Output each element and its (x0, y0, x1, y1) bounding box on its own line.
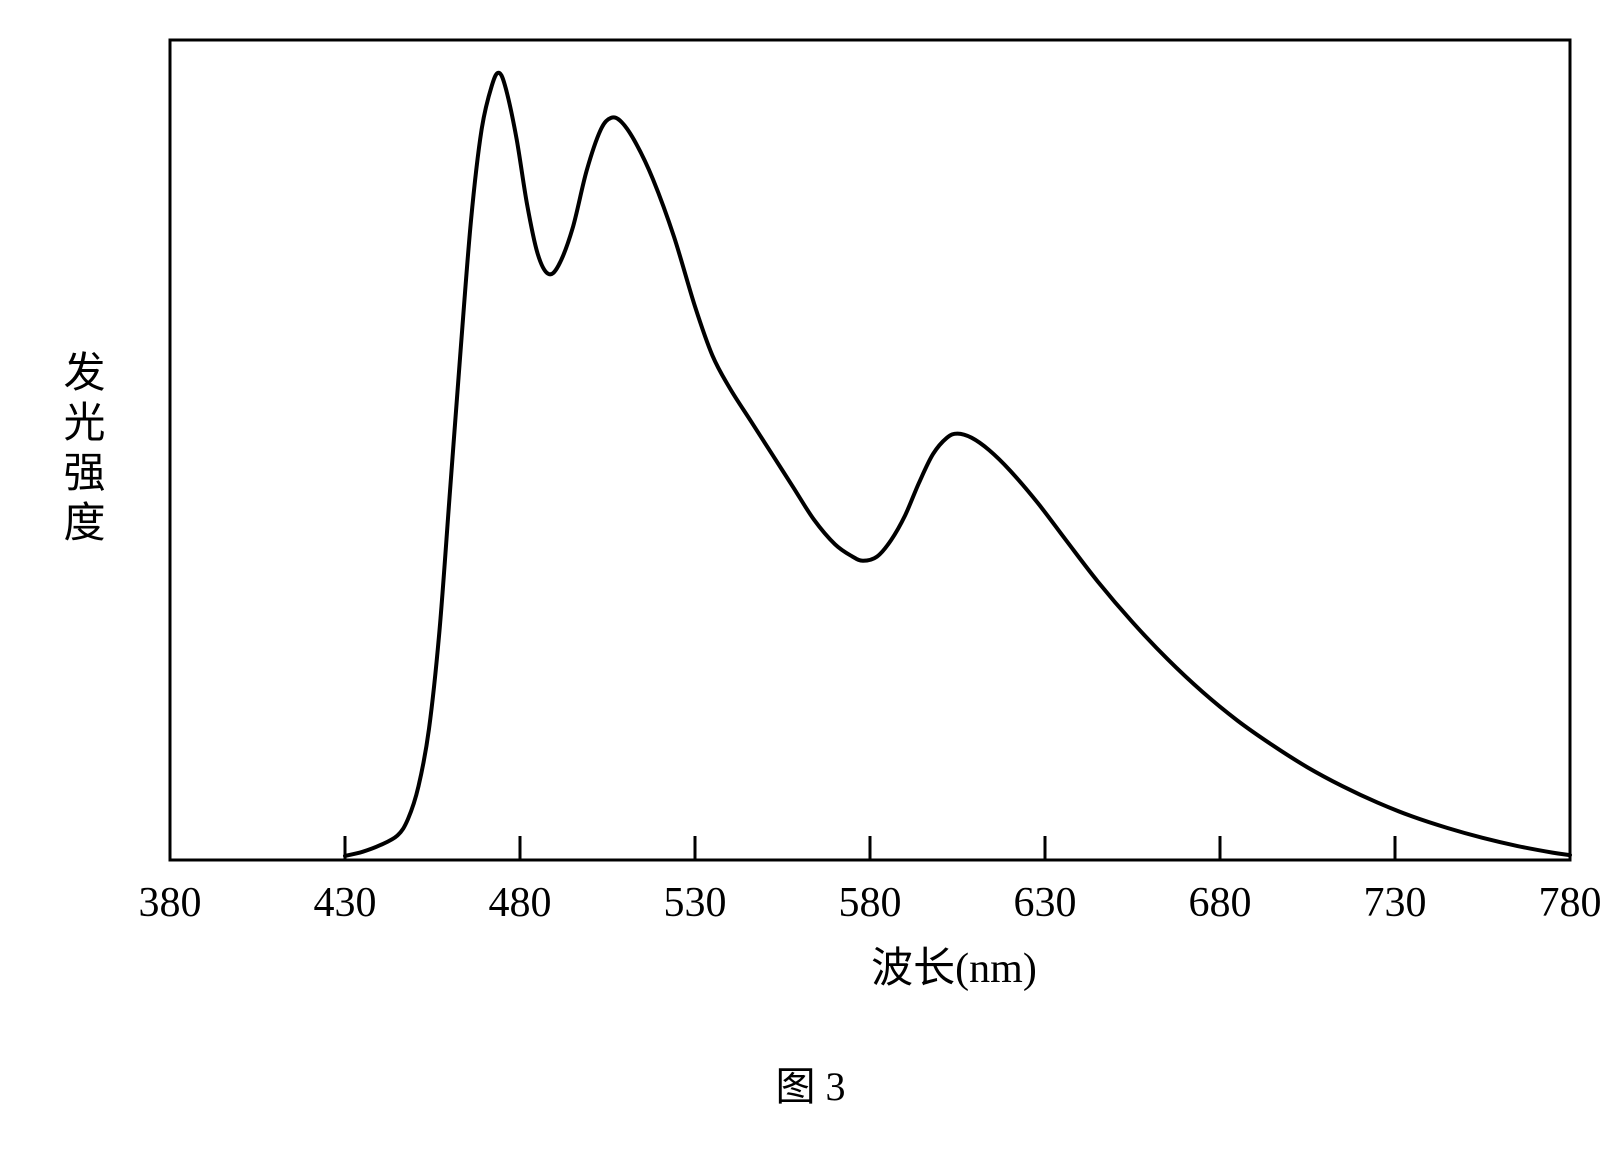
x-tick-label: 680 (1189, 880, 1252, 926)
x-tick-label: 780 (1539, 880, 1602, 926)
figure-caption: 图 3 (0, 1054, 1621, 1112)
x-tick-label: 380 (139, 880, 202, 926)
spectrum-chart: 380 430 480 530 580 630 680 730 780 波长(nm) 发光强度 (0, 0, 1621, 1173)
x-tick-label: 530 (664, 880, 727, 926)
x-tick-label: 580 (839, 880, 902, 926)
plot-frame (170, 40, 1570, 860)
chart-container: 380 430 480 530 580 630 680 730 780 波长(nm) 发光强度 图 … (0, 0, 1621, 1173)
x-tick-label: 630 (1014, 880, 1077, 926)
x-tick-label: 730 (1364, 880, 1427, 926)
x-axis-label: 波长(nm) (871, 946, 1037, 992)
y-axis-label: 发光强度 (57, 350, 104, 550)
x-tick-label: 430 (314, 880, 377, 926)
x-tick-label: 480 (489, 880, 552, 926)
